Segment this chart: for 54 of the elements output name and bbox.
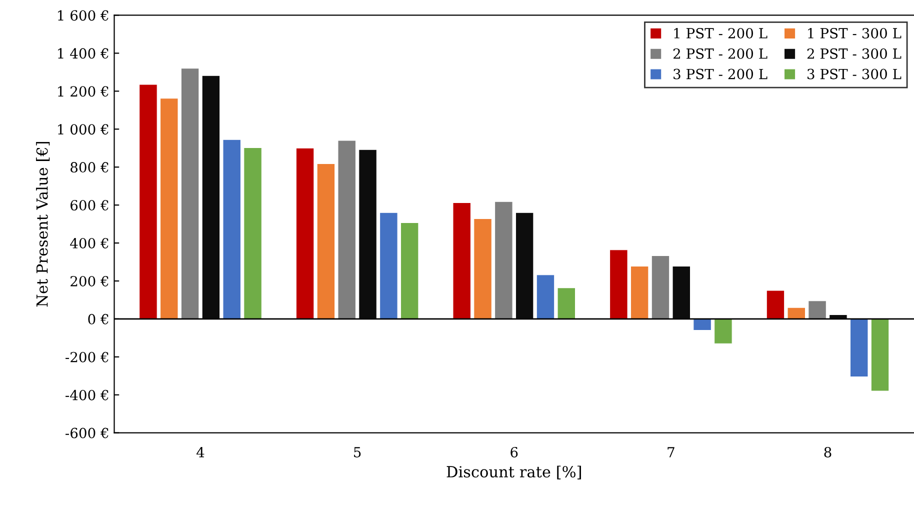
y-tick-label: -200 €: [66, 352, 108, 362]
bar: [400, 222, 419, 320]
bar: [870, 318, 890, 392]
x-tick-label: 7: [668, 447, 674, 458]
legend-label: 2 PST - 300 L: [807, 48, 902, 59]
y-tick-label: -400 €: [66, 390, 108, 400]
y-tick-label: 400 €: [70, 238, 108, 248]
bar: [766, 290, 785, 320]
bar: [610, 250, 628, 320]
y-axis-title: Net Present Value [€]: [36, 142, 50, 307]
bar: [693, 318, 712, 331]
bar: [380, 212, 398, 320]
y-tick-label: 800 €: [70, 162, 108, 173]
y-tick-label: 1 400 €: [58, 48, 108, 59]
bar: [358, 149, 377, 320]
y-tick-label: 0 €: [88, 314, 108, 324]
bar: [474, 218, 492, 320]
legend-label: 1 PST - 300 L: [808, 28, 902, 38]
legend-label: 3 PST - 200 L: [674, 68, 768, 80]
bar: [787, 307, 806, 320]
bar: [808, 300, 826, 320]
bar: [651, 255, 670, 320]
bar: [557, 288, 576, 320]
x-tick-label: 5: [354, 447, 361, 458]
bar: [515, 212, 534, 320]
bar: [316, 163, 336, 320]
bar: [296, 148, 314, 320]
y-tick-label: 200 €: [70, 276, 108, 286]
bar: [850, 318, 868, 378]
bar: [630, 266, 649, 320]
x-tick-label: 8: [824, 446, 832, 458]
bar: [338, 140, 356, 320]
x-axis-title: Discount rate [%]: [446, 466, 581, 480]
x-tick-label: 4: [196, 446, 204, 458]
legend-label: 3 PST - 300 L: [808, 68, 902, 80]
legend-label: 1 PST - 200 L: [674, 28, 768, 38]
bar: [222, 139, 242, 320]
bar: [139, 84, 158, 320]
y-tick-label: 600 €: [70, 200, 108, 211]
bar: [160, 98, 178, 320]
bar: [494, 201, 513, 320]
y-tick-label: 1 000 €: [58, 124, 108, 135]
x-tick-label: 6: [510, 446, 518, 458]
bar: [714, 318, 732, 344]
y-tick-label: 1 600 €: [58, 10, 108, 21]
legend-label: 2 PST - 200 L: [673, 48, 768, 59]
bar: [244, 147, 262, 320]
bar: [672, 266, 691, 320]
bar: [536, 274, 555, 320]
y-tick-label: 1 200 €: [58, 86, 108, 97]
bar: [452, 202, 472, 320]
bar: [180, 68, 200, 320]
bar: [202, 75, 220, 320]
y-tick-label: -600 €: [66, 428, 108, 438]
